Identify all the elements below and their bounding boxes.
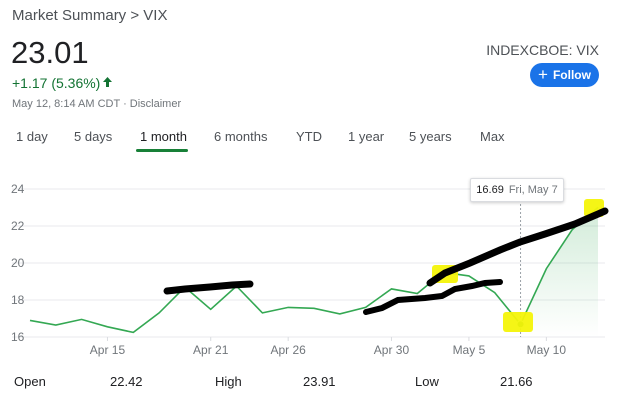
y-tick-label: 18 — [11, 293, 25, 307]
x-tick-label: Apr 30 — [374, 343, 410, 357]
stat-low-value: 21.66 — [500, 374, 533, 389]
stat-low-label: Low — [415, 374, 439, 389]
price-line — [29, 206, 599, 334]
tab-5-years[interactable]: 5 years — [409, 129, 452, 144]
y-tick-label: 24 — [11, 182, 25, 196]
y-tick-label: 22 — [11, 219, 25, 233]
post-hover-area — [520, 207, 598, 337]
marker-stroke — [426, 207, 609, 287]
tab-1-month[interactable]: 1 month — [140, 129, 187, 144]
follow-label: Follow — [552, 68, 591, 82]
follow-button[interactable]: + Follow — [530, 63, 599, 87]
tooltip-date: Fri, May 7 — [508, 184, 558, 196]
y-tick-label: 16 — [11, 330, 25, 344]
tab-max[interactable]: Max — [480, 129, 505, 144]
plus-icon: + — [538, 65, 548, 84]
tab-ytd[interactable]: YTD — [296, 129, 322, 144]
stats-row: Open 22.42 High 23.91 Low 21.66 — [0, 374, 633, 394]
y-axis-ticks: 16 18 20 22 24 — [11, 182, 25, 344]
stat-high-label: High — [215, 374, 242, 389]
x-tick-label: Apr 21 — [193, 343, 229, 357]
tab-1-year[interactable]: 1 year — [348, 129, 385, 144]
timestamp: May 12, 8:14 AM CDT · Disclaimer — [12, 98, 182, 110]
price-change: +1.17 (5.36%) — [12, 75, 113, 91]
tab-6-months[interactable]: 6 months — [214, 129, 268, 144]
chart-gridlines — [12, 188, 605, 338]
stat-high-value: 23.91 — [303, 374, 336, 389]
ticker-symbol: INDEXCBOE: VIX — [486, 42, 599, 58]
tab-1-day[interactable]: 1 day — [16, 129, 48, 144]
active-tab-indicator — [136, 149, 188, 152]
x-tick-label: Apr 26 — [271, 343, 307, 357]
x-tick-label: May 10 — [527, 343, 567, 357]
tab-5-days[interactable]: 5 days — [74, 129, 113, 144]
marker-stroke — [363, 279, 503, 315]
x-axis-ticks: Apr 15 Apr 21 Apr 26 Apr 30 May 5 May 10 — [90, 337, 567, 357]
arrow-up-icon — [102, 75, 113, 91]
tooltip-value: 16.69 — [476, 184, 504, 196]
current-price: 23.01 — [11, 35, 89, 70]
stat-open-label: Open — [14, 374, 46, 389]
price-change-value: +1.17 (5.36%) — [12, 75, 101, 91]
stat-open-value: 22.42 — [110, 374, 143, 389]
breadcrumb[interactable]: Market Summary > VIX — [12, 7, 168, 24]
x-tick-label: Apr 15 — [90, 343, 126, 357]
hover-tooltip: 16.69 Fri, May 7 — [470, 178, 564, 202]
highlight-mark — [503, 312, 533, 332]
y-tick-label: 20 — [11, 256, 25, 270]
x-tick-label: May 5 — [453, 343, 486, 357]
marker-stroke — [163, 280, 254, 295]
user-annotations — [163, 199, 609, 332]
